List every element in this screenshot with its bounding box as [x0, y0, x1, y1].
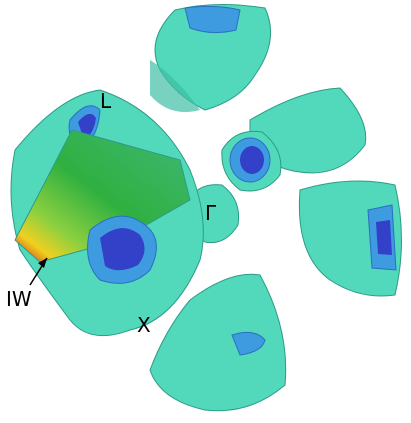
label-gamma: Γ	[205, 201, 217, 225]
label-x: X	[137, 313, 151, 337]
fermi-surface-figure: L Γ IW X	[0, 0, 411, 423]
label-iw: IW	[6, 287, 32, 311]
label-l: L	[100, 89, 112, 113]
